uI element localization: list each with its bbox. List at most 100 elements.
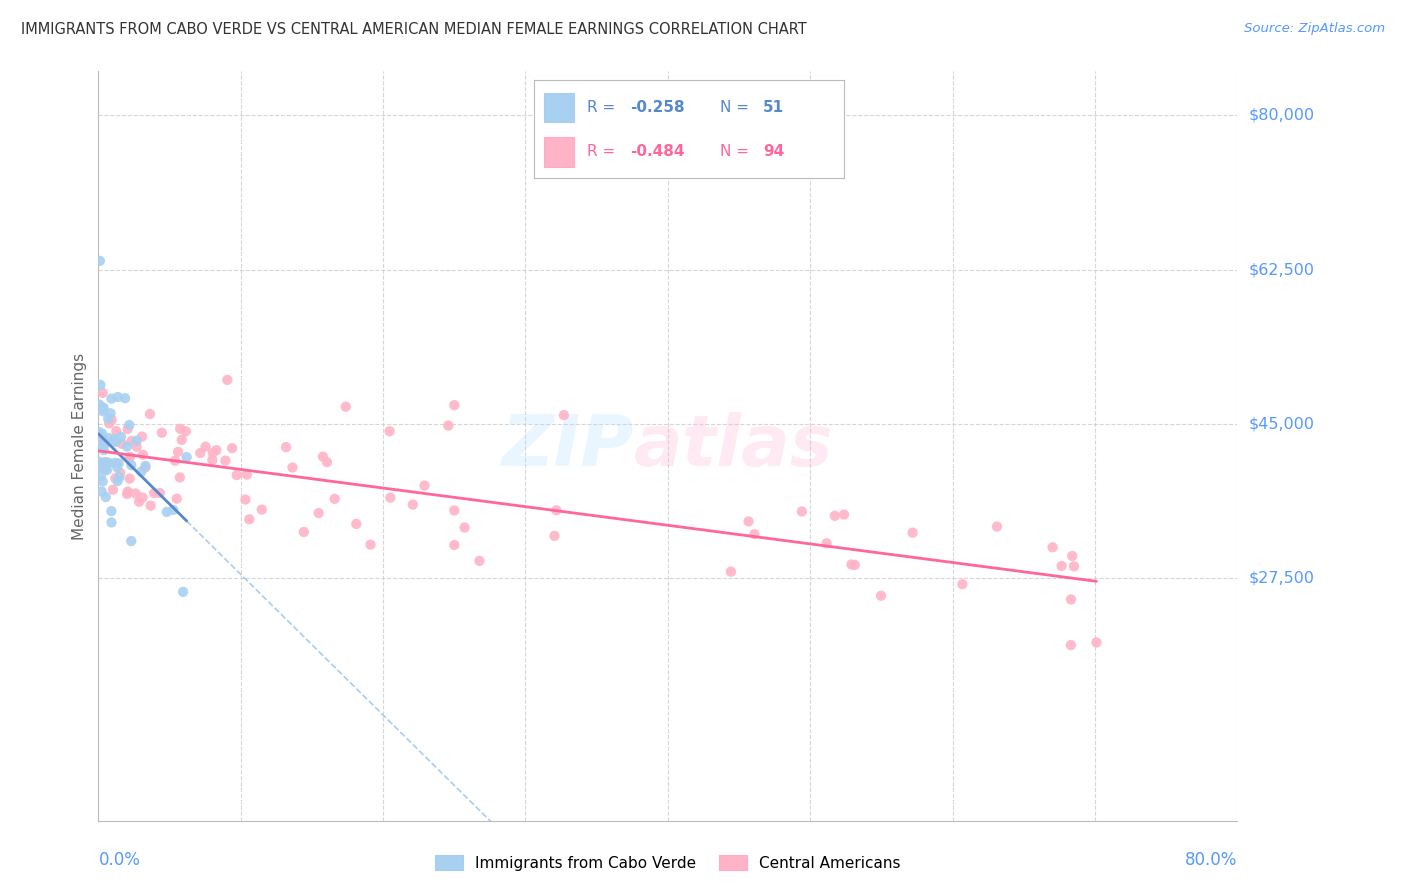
Point: [104, 456, 127, 470]
Point: [335, 400, 357, 414]
Point: [103, 434, 125, 448]
Point: [443, 398, 465, 412]
Point: [169, 470, 191, 484]
Point: [120, 458, 142, 472]
Text: 51: 51: [763, 100, 785, 115]
Point: [94, 461, 117, 475]
Point: [118, 450, 141, 464]
Point: [108, 470, 131, 484]
Point: [1060, 638, 1083, 652]
Point: [125, 440, 148, 454]
Point: [832, 508, 855, 522]
Text: $80,000: $80,000: [1249, 108, 1315, 123]
Text: R =: R =: [586, 145, 620, 160]
Point: [201, 453, 224, 467]
Point: [205, 443, 228, 458]
FancyBboxPatch shape: [544, 137, 575, 167]
Text: N =: N =: [720, 145, 754, 160]
Point: [443, 503, 465, 517]
Point: [101, 483, 124, 497]
Point: [96, 455, 118, 469]
Point: [162, 503, 184, 517]
Point: [169, 422, 191, 436]
Point: [104, 471, 127, 485]
Point: [443, 538, 465, 552]
Point: [100, 516, 122, 530]
Point: [111, 437, 134, 451]
Text: atlas: atlas: [634, 411, 834, 481]
Point: [89, 397, 111, 411]
Point: [402, 498, 425, 512]
Text: $27,500: $27,500: [1249, 571, 1315, 586]
Point: [201, 446, 224, 460]
Point: [120, 534, 142, 549]
Text: 80.0%: 80.0%: [1185, 851, 1237, 869]
Point: [90, 458, 112, 473]
Point: [312, 450, 335, 464]
Point: [150, 425, 173, 440]
Point: [110, 430, 132, 444]
Point: [104, 434, 127, 449]
Point: [221, 441, 243, 455]
Point: [380, 491, 402, 505]
Point: [139, 407, 162, 421]
Point: [790, 504, 813, 518]
Point: [89, 455, 111, 469]
Point: [120, 434, 142, 448]
Point: [117, 484, 139, 499]
Point: [1062, 549, 1084, 563]
Point: [344, 516, 367, 531]
Point: [308, 506, 330, 520]
Point: [91, 434, 114, 449]
Point: [170, 433, 193, 447]
Point: [225, 468, 247, 483]
Point: [1050, 558, 1073, 573]
Point: [98, 431, 121, 445]
Point: [118, 417, 141, 432]
Point: [107, 390, 129, 404]
Point: [100, 406, 122, 420]
Point: [901, 525, 924, 540]
Point: [107, 474, 129, 488]
Point: [100, 504, 122, 518]
Point: [176, 450, 198, 464]
Point: [134, 460, 156, 475]
Point: [117, 422, 139, 436]
Point: [125, 434, 148, 448]
Point: [870, 589, 893, 603]
Point: [100, 392, 122, 406]
Point: [238, 512, 260, 526]
Point: [90, 437, 112, 451]
Point: [89, 460, 111, 475]
Point: [167, 445, 190, 459]
Point: [553, 408, 575, 422]
Point: [174, 425, 197, 439]
Point: [105, 424, 128, 438]
Point: [453, 520, 475, 534]
Point: [114, 391, 136, 405]
Point: [131, 429, 153, 443]
Point: [103, 432, 125, 446]
Point: [89, 425, 111, 439]
Point: [93, 401, 115, 415]
Point: [166, 491, 188, 506]
Text: -0.484: -0.484: [630, 145, 685, 160]
Point: [194, 440, 217, 454]
Point: [115, 487, 138, 501]
Point: [720, 565, 742, 579]
Point: [214, 453, 236, 467]
Point: [281, 460, 304, 475]
Point: [107, 456, 129, 470]
Point: [149, 486, 172, 500]
Point: [100, 413, 122, 427]
Point: [139, 499, 162, 513]
Y-axis label: Median Female Earnings: Median Female Earnings: [72, 352, 87, 540]
Point: [986, 519, 1008, 533]
Text: IMMIGRANTS FROM CABO VERDE VS CENTRAL AMERICAN MEDIAN FEMALE EARNINGS CORRELATIO: IMMIGRANTS FROM CABO VERDE VS CENTRAL AM…: [21, 22, 807, 37]
Point: [129, 465, 152, 479]
Point: [105, 460, 128, 475]
Point: [128, 495, 150, 509]
FancyBboxPatch shape: [544, 93, 575, 122]
Point: [93, 455, 115, 469]
Point: [236, 467, 259, 482]
